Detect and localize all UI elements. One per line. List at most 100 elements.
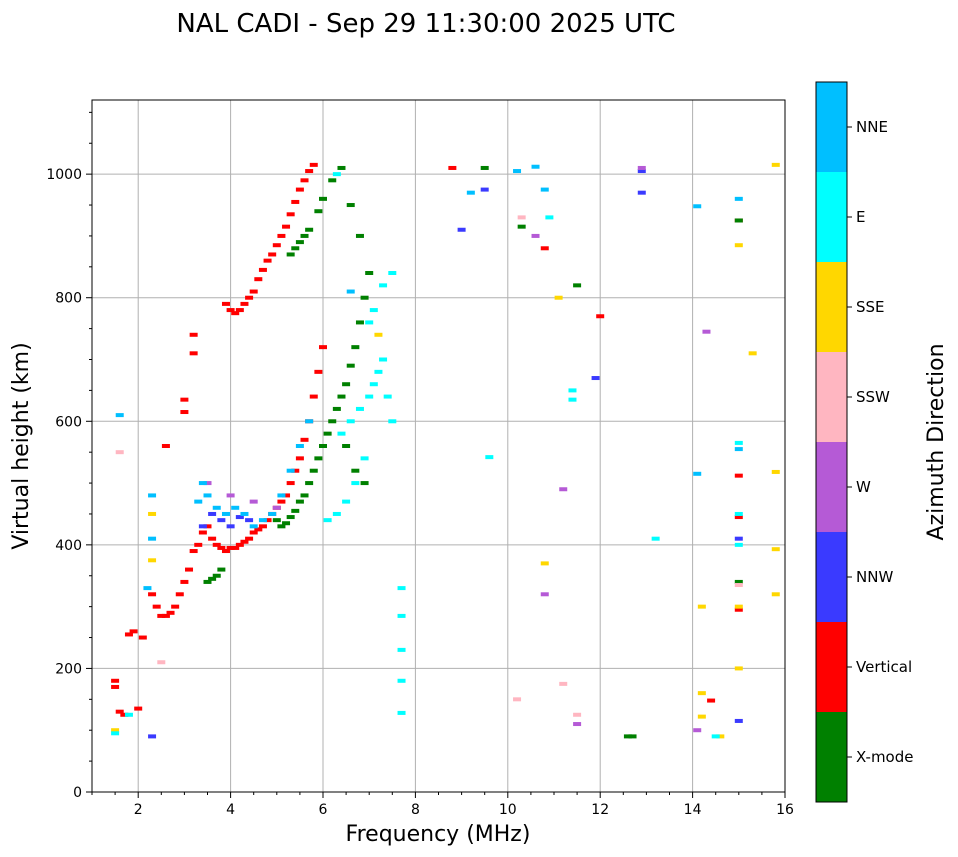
data-point-x-mode <box>286 252 295 257</box>
data-point-w <box>531 233 540 238</box>
data-point-x-mode <box>314 456 323 461</box>
data-point-nnw <box>148 734 157 739</box>
data-point-vertical <box>171 604 180 609</box>
data-point-nnw <box>637 169 646 174</box>
data-point-ssw <box>513 697 522 702</box>
data-point-e <box>545 215 554 220</box>
plot-frame <box>91 99 786 793</box>
data-point-x-mode <box>286 515 295 520</box>
data-point-vertical <box>111 684 120 689</box>
data-point-x-mode <box>305 227 314 232</box>
data-point-x-mode <box>319 196 327 201</box>
data-point-vertical <box>235 308 244 313</box>
data-point-vertical <box>254 527 263 532</box>
data-point-ssw <box>157 660 166 665</box>
data-point-vertical <box>286 212 295 217</box>
data-point-nne <box>693 471 702 476</box>
data-point-vertical <box>309 394 318 399</box>
data-point-x-mode <box>328 419 337 424</box>
data-point-e <box>711 734 720 739</box>
data-point-nnw <box>235 515 244 520</box>
data-point-vertical <box>291 468 300 473</box>
data-point-vertical <box>185 567 194 572</box>
data-point-sse <box>148 511 157 516</box>
data-point-e <box>323 518 332 523</box>
data-point-vertical <box>166 610 175 615</box>
data-point-nne <box>258 518 267 523</box>
data-point-x-mode <box>346 363 355 368</box>
data-point-x-mode <box>365 271 374 275</box>
data-point-vertical <box>189 332 198 337</box>
data-point-sse <box>374 332 383 337</box>
colorbar-segment <box>816 172 847 262</box>
data-point-x-mode <box>291 246 300 251</box>
data-point-vertical <box>277 233 286 238</box>
data-point-vertical <box>249 530 258 535</box>
data-point-vertical <box>161 613 170 618</box>
data-point-x-mode <box>217 567 226 572</box>
data-point-w <box>573 722 582 727</box>
colorbar-tick-label: NNW <box>856 568 893 586</box>
data-point-e <box>124 712 133 717</box>
data-point-sse <box>734 666 743 671</box>
data-point-e <box>374 369 383 374</box>
data-point-sse <box>734 243 743 248</box>
data-point-e <box>397 678 406 683</box>
data-point-sse <box>111 728 120 733</box>
data-point-e <box>397 710 406 715</box>
data-point-ssw <box>573 712 582 717</box>
data-point-x-mode <box>314 209 323 214</box>
data-point-x-mode <box>342 444 351 448</box>
data-point-nnw <box>217 518 226 523</box>
x-axis-label: Frequency (MHz) <box>346 822 531 847</box>
data-point-w <box>637 165 646 170</box>
colorbar-tick-label: Vertical <box>856 658 912 676</box>
colorbar-label: Azimuth Direction <box>924 343 949 540</box>
data-point-nne <box>203 493 212 498</box>
data-point-vertical <box>291 199 300 204</box>
x-tick-label: 2 <box>134 802 143 818</box>
data-point-w <box>559 487 568 492</box>
y-axis-label: Virtual height (km) <box>9 342 34 549</box>
data-point-x-mode <box>734 579 743 584</box>
data-point-vertical <box>115 709 124 714</box>
data-point-vertical <box>203 524 212 529</box>
y-tick-label: 800 <box>55 291 82 307</box>
data-point-e <box>397 613 406 618</box>
data-point-x-mode <box>346 203 355 208</box>
data-point-x-mode <box>305 481 314 486</box>
data-point-e <box>332 172 341 177</box>
data-points <box>111 162 780 739</box>
data-point-nnw <box>734 718 743 723</box>
data-point-x-mode <box>203 579 212 584</box>
data-point-nne <box>513 169 522 174</box>
data-point-nne <box>531 164 540 169</box>
data-point-x-mode <box>323 431 332 436</box>
data-point-vertical <box>277 499 286 504</box>
x-tick-label: 14 <box>684 802 702 818</box>
data-point-vertical <box>221 549 230 554</box>
data-point-x-mode <box>360 481 369 486</box>
data-point-vertical <box>448 165 457 170</box>
x-tick-label: 10 <box>499 802 517 818</box>
data-point-nne <box>346 289 355 294</box>
data-point-sse <box>748 351 757 356</box>
data-point-vertical <box>734 515 743 520</box>
data-point-nne <box>194 499 203 504</box>
data-point-x-mode <box>355 320 364 325</box>
data-point-vertical <box>734 607 743 612</box>
data-point-x-mode <box>342 382 351 387</box>
data-point-vertical <box>180 579 189 584</box>
colorbar-segment <box>816 532 847 622</box>
chart-title: NAL CADI - Sep 29 11:30:00 2025 UTC <box>176 9 675 39</box>
grid-lines <box>92 100 786 793</box>
data-point-x-mode <box>282 521 291 526</box>
data-point-e <box>355 406 364 411</box>
data-point-vertical <box>189 549 198 554</box>
data-point-e <box>388 419 397 424</box>
data-point-vertical <box>129 629 138 634</box>
data-point-ssw <box>559 681 568 686</box>
data-point-x-mode <box>517 224 526 229</box>
data-point-sse <box>771 162 780 167</box>
data-point-vertical <box>300 437 309 442</box>
